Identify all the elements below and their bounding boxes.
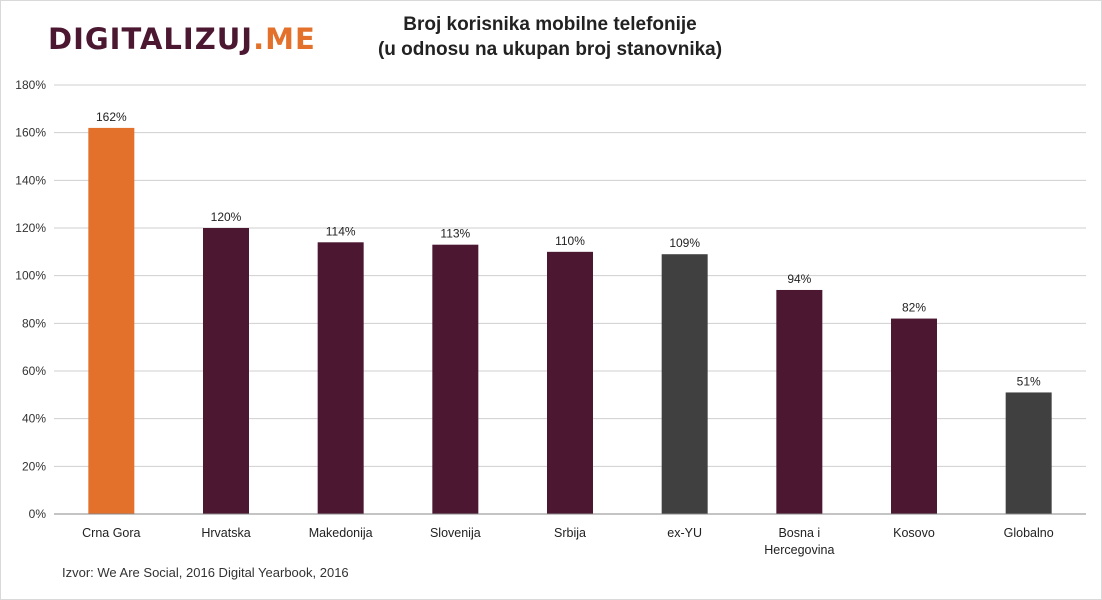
y-tick-label: 20% <box>22 459 46 473</box>
y-tick-label: 180% <box>15 78 46 92</box>
y-tick-label: 120% <box>15 221 46 235</box>
x-tick-label: Makedonija <box>309 526 373 540</box>
bar <box>547 251 593 515</box>
logo-word: DIGITALIZUJ <box>48 22 254 56</box>
bar-value-label: 114% <box>326 224 356 238</box>
x-tick-label: ex-YU <box>667 526 702 540</box>
y-tick-label: 40% <box>22 412 46 426</box>
chart-title-line-1: Broj korisnika mobilne telefonije <box>403 14 697 35</box>
bar-value-label: 120% <box>211 210 242 224</box>
y-tick-label: 0% <box>29 507 47 521</box>
bar-value-label: 94% <box>787 272 811 286</box>
bar <box>1005 392 1052 514</box>
x-tick-label: Crna Gora <box>82 526 140 540</box>
logo-extension: .ME <box>253 22 316 56</box>
source-note: Izvor: We Are Social, 2016 Digital Yearb… <box>62 565 349 580</box>
x-tick-label: Hrvatska <box>201 526 250 540</box>
bar <box>203 228 249 514</box>
y-tick-label: 100% <box>15 269 46 283</box>
bar-value-label: 82% <box>902 301 926 315</box>
x-axis-ticks: Crna Gora Hrvatska Makedonija Slovenija Srbi… <box>82 526 1054 557</box>
bar-value-label: 51% <box>1017 374 1041 388</box>
bar <box>317 242 364 515</box>
bar <box>661 254 708 514</box>
chart-title: Broj korisnika mobilne telefonije (u odn… <box>300 12 800 62</box>
chart-title-line-2: (u odnosu na ukupan broj stanovnika) <box>377 39 723 60</box>
bar <box>776 289 823 514</box>
x-tick-label: Hercegovina <box>764 543 834 557</box>
brand-logo: DIGITALIZUJ.ME <box>48 22 316 56</box>
bar <box>432 244 479 514</box>
y-tick-label: 80% <box>22 316 46 330</box>
y-tick-label: 60% <box>22 364 46 378</box>
y-tick-label: 140% <box>15 173 46 187</box>
y-tick-label: 160% <box>15 126 46 140</box>
bar-value-label: 109% <box>669 236 700 250</box>
value-labels: 162% 120% 114% 113% 110% 109% 94% 82% 51% <box>96 110 1041 389</box>
x-tick-label: Slovenija <box>430 526 481 540</box>
x-tick-label: Globalno <box>1004 526 1054 540</box>
bar-value-label: 162% <box>96 110 127 124</box>
x-tick-label: Srbija <box>554 526 586 540</box>
x-tick-label: Bosna i <box>778 526 820 540</box>
bar <box>88 127 135 515</box>
bar-value-label: 113% <box>440 227 470 241</box>
bars <box>88 127 1052 515</box>
x-tick-label: Kosovo <box>893 526 935 540</box>
y-axis-ticks: 0% 20% 40% 60% 80% 100% 120% 140% 160% 180% <box>15 78 46 521</box>
bar <box>891 318 937 514</box>
bar-value-label: 110% <box>555 234 585 248</box>
